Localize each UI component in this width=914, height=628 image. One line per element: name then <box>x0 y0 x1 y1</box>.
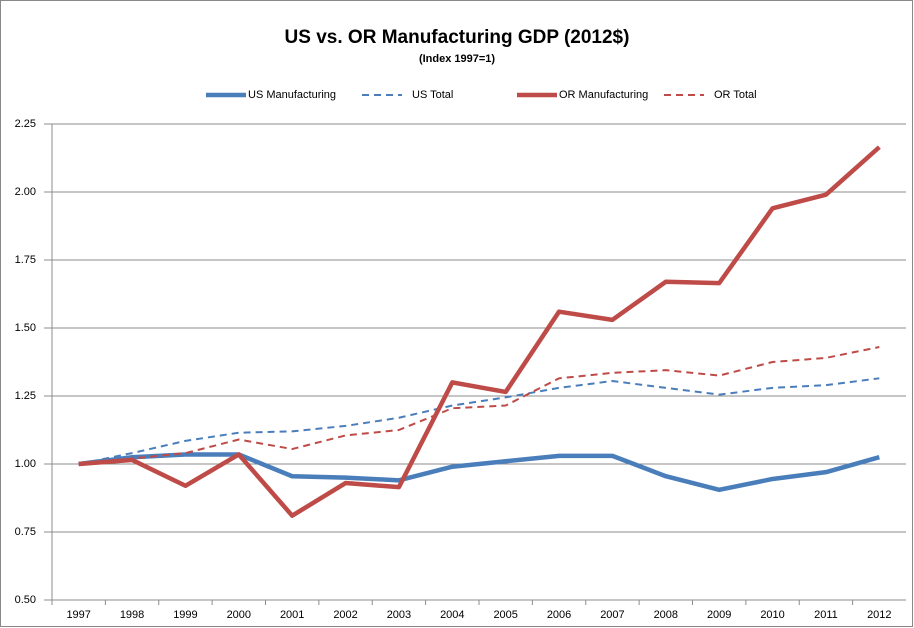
x-tick-label: 2007 <box>600 609 624 621</box>
x-tick-label: 2011 <box>814 609 838 621</box>
series-line <box>78 377 880 465</box>
y-tick-label: 0.50 <box>15 594 36 606</box>
x-tick-label: 2002 <box>333 609 357 621</box>
legend-label: OR Manufacturing <box>559 89 648 101</box>
series-line <box>78 145 881 518</box>
x-tick-label: 1998 <box>120 609 144 621</box>
y-tick-label: 1.25 <box>15 390 36 402</box>
legend-label: US Manufacturing <box>248 89 336 101</box>
series-line <box>78 452 880 493</box>
series-line <box>78 346 880 465</box>
y-tick-label: 0.75 <box>15 526 36 538</box>
y-tick-label: 2.25 <box>15 118 36 130</box>
y-tick-label: 1.50 <box>15 322 36 334</box>
legend-label: OR Total <box>714 89 757 101</box>
x-tick-label: 2005 <box>493 609 517 621</box>
chart-title: US vs. OR Manufacturing GDP (2012$) <box>285 27 630 48</box>
x-tick-label: 2012 <box>867 609 891 621</box>
y-tick-label: 1.00 <box>15 458 36 470</box>
x-tick-label: 1997 <box>66 609 90 621</box>
chart-subtitle: (Index 1997=1) <box>419 53 495 65</box>
x-tick-label: 2004 <box>440 609 464 621</box>
y-tick-label: 2.00 <box>15 186 36 198</box>
y-tick-label: 1.75 <box>15 254 36 266</box>
x-tick-label: 1999 <box>173 609 197 621</box>
x-tick-label: 2001 <box>280 609 304 621</box>
x-tick-label: 2009 <box>707 609 731 621</box>
x-tick-label: 2006 <box>547 609 571 621</box>
x-tick-label: 2008 <box>654 609 678 621</box>
x-tick-label: 2003 <box>387 609 411 621</box>
x-tick-label: 2000 <box>227 609 251 621</box>
legend-label: US Total <box>412 89 453 101</box>
x-tick-label: 2010 <box>760 609 784 621</box>
